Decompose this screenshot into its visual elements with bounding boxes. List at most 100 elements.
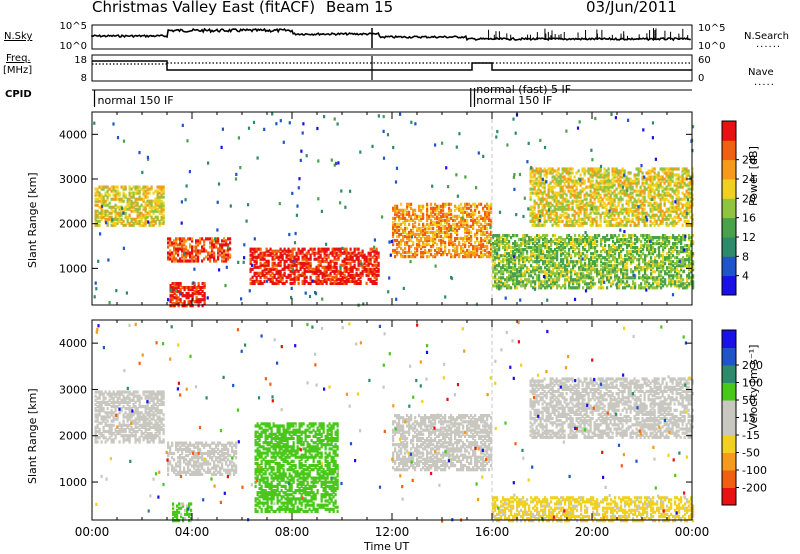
power-cell <box>536 278 539 282</box>
power-cell <box>201 282 204 286</box>
power-cell <box>630 240 633 244</box>
power-cell <box>287 247 290 251</box>
power-cell <box>490 202 493 206</box>
power-cell <box>600 282 603 286</box>
power-cell <box>339 273 342 277</box>
power-cell <box>197 255 200 259</box>
power-cell <box>329 281 332 285</box>
power-cell <box>114 209 117 213</box>
power-cell <box>319 259 322 263</box>
power-cell <box>169 300 172 304</box>
power-cell <box>648 260 651 264</box>
power-cell <box>400 212 403 216</box>
power-cell <box>130 209 133 213</box>
power-cell <box>140 187 143 191</box>
power-cell <box>484 212 487 216</box>
power-cell <box>102 199 105 203</box>
power-cell <box>609 201 612 205</box>
power-cell <box>468 206 471 210</box>
power-cell <box>541 193 544 197</box>
power-cell <box>271 275 274 279</box>
power-cell <box>593 217 596 221</box>
power-cell <box>529 179 532 183</box>
power-cell <box>587 193 590 197</box>
power-cell <box>259 251 262 255</box>
power-cell <box>662 264 665 268</box>
power-cell <box>255 255 258 259</box>
power-cell <box>195 245 198 249</box>
power-cell <box>670 236 673 240</box>
power-cell <box>648 262 651 266</box>
power-cell <box>412 232 415 236</box>
power-cell <box>375 281 378 285</box>
power-cell <box>592 266 595 270</box>
power-cell <box>295 269 298 273</box>
power-cell <box>659 221 662 225</box>
power-cell <box>573 209 576 213</box>
power-cell <box>644 256 647 260</box>
power-cell <box>550 276 553 280</box>
power-cell <box>394 250 397 255</box>
power-cell <box>410 228 413 232</box>
power-cell <box>668 256 671 260</box>
power-cell <box>638 262 641 266</box>
power-cell <box>347 257 350 261</box>
power-cell <box>197 304 200 308</box>
power-cell <box>610 234 613 238</box>
power-cell <box>506 278 509 282</box>
power-cell <box>680 242 683 246</box>
power-cell <box>353 265 356 269</box>
power-cell <box>396 224 399 228</box>
power-cell <box>498 246 501 250</box>
power-cell <box>676 236 679 240</box>
power-cell <box>191 239 194 243</box>
power-cell <box>128 221 131 225</box>
power-cell <box>553 175 556 179</box>
power-cell <box>640 276 643 280</box>
power-cell <box>171 302 174 306</box>
power-cell <box>496 284 499 288</box>
power-cell <box>633 181 636 185</box>
power-cell <box>520 272 523 276</box>
power-cell <box>621 223 624 227</box>
power-cell <box>466 224 469 228</box>
power-cell <box>418 218 421 222</box>
power-cell <box>542 238 545 242</box>
power-cell <box>422 224 425 228</box>
power-cell <box>124 187 127 191</box>
power-cell <box>588 248 591 252</box>
power-cell <box>468 230 471 234</box>
power-cell <box>130 219 133 223</box>
power-cell <box>544 262 547 266</box>
power-cell <box>448 216 451 220</box>
power-cell <box>570 246 573 250</box>
power-cell <box>323 273 326 277</box>
power-cell <box>171 296 174 300</box>
power-cell <box>650 276 653 280</box>
power-cell <box>199 298 202 302</box>
power-cell <box>670 256 673 260</box>
power-cell <box>549 209 552 213</box>
power-cell <box>414 214 417 218</box>
power-cell <box>398 240 401 245</box>
power-cell <box>678 238 681 242</box>
power-cell <box>652 264 655 268</box>
power-cell <box>363 255 366 259</box>
power-cell <box>478 255 481 259</box>
power-cell <box>647 193 650 197</box>
power-cell <box>301 273 304 277</box>
power-cell <box>587 167 590 171</box>
power-cell <box>646 262 649 266</box>
power-cell <box>567 205 570 209</box>
power-cell <box>636 252 639 256</box>
power-cell <box>575 195 578 199</box>
power-cell <box>341 271 344 275</box>
power-cell <box>617 203 620 207</box>
power-cell <box>544 266 547 270</box>
power-cell <box>541 211 544 215</box>
power-cell <box>494 242 497 246</box>
power-cell <box>482 206 485 210</box>
power-cell <box>626 262 629 266</box>
power-cell <box>652 270 655 274</box>
power-cell <box>94 191 97 195</box>
